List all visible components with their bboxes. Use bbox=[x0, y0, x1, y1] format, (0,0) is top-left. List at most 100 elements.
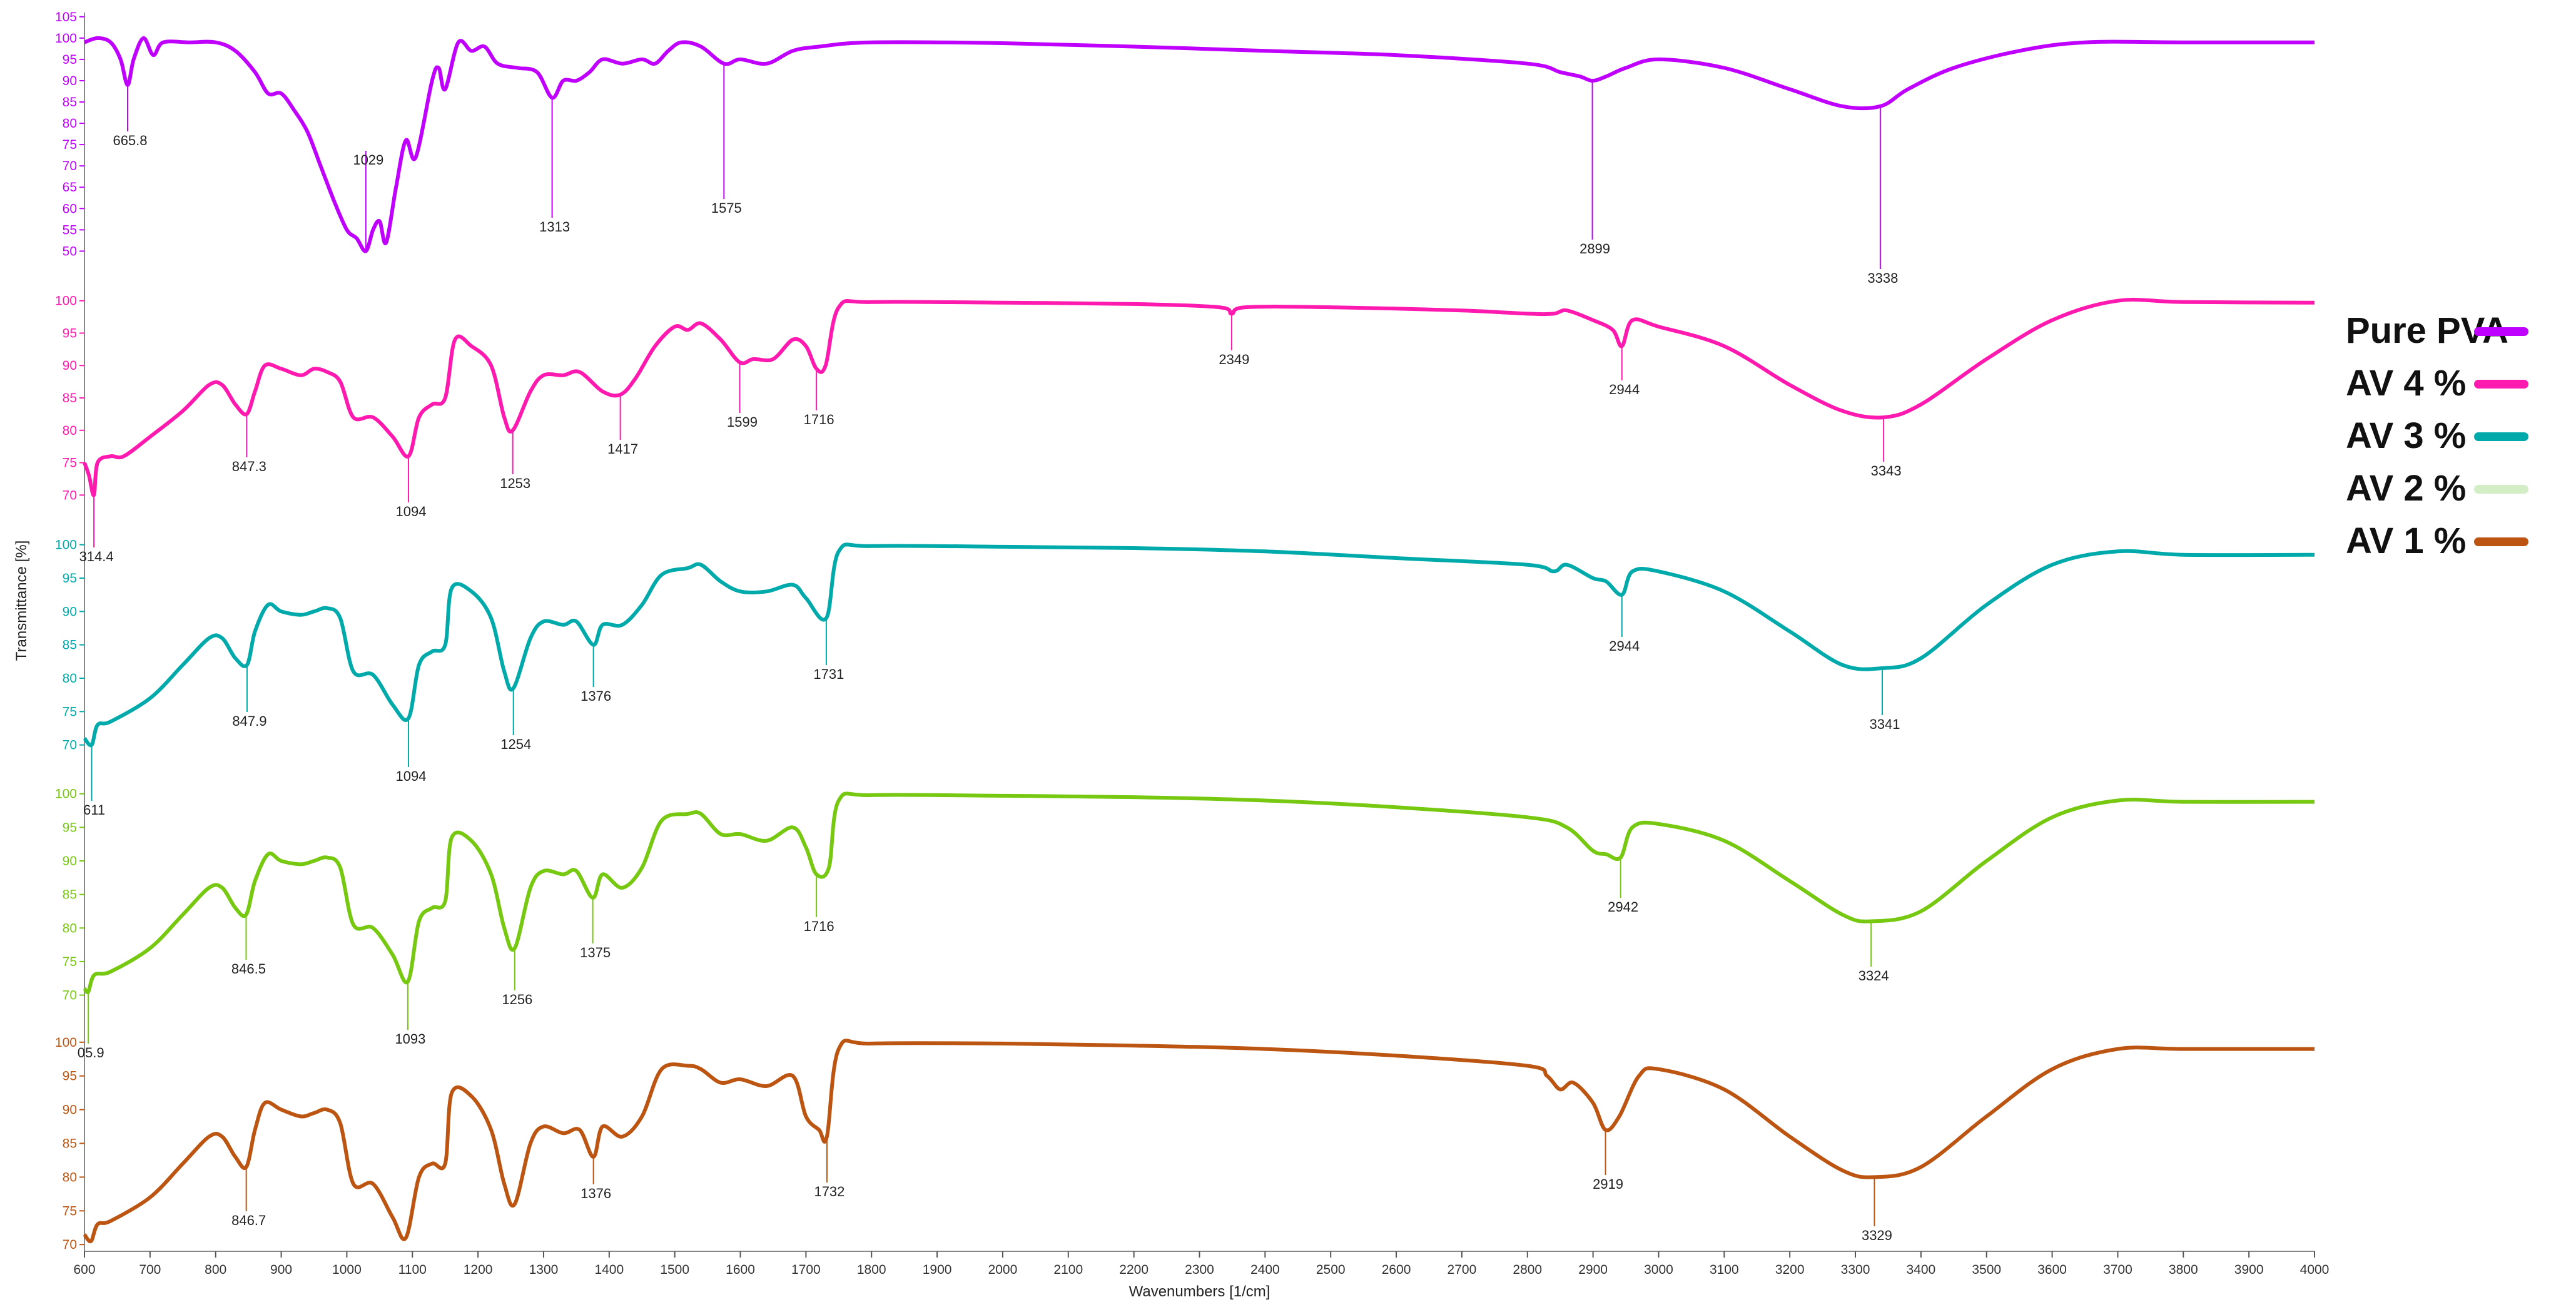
series-line bbox=[83, 542, 2315, 748]
y-tick-label: 80 bbox=[63, 424, 77, 438]
y-tick-label: 80 bbox=[63, 116, 77, 131]
y-tick-label: 85 bbox=[63, 391, 77, 405]
x-tick-label: 1800 bbox=[857, 1263, 886, 1277]
x-tick-label: 3300 bbox=[1841, 1263, 1870, 1277]
x-tick-label: 1500 bbox=[660, 1263, 689, 1277]
peak-label: 1256 bbox=[502, 992, 532, 1007]
x-tick-label: 2400 bbox=[1250, 1263, 1280, 1277]
peak-label: 1093 bbox=[395, 1031, 425, 1047]
x-tick-label: 3000 bbox=[1644, 1263, 1673, 1277]
x-tick-label: 800 bbox=[205, 1263, 226, 1277]
y-tick-label: 90 bbox=[63, 1103, 77, 1117]
x-tick-label: 1900 bbox=[923, 1263, 952, 1277]
peak-label: 2349 bbox=[1219, 352, 1249, 367]
y-tick-label: 75 bbox=[63, 1204, 77, 1218]
peak-label: 1716 bbox=[804, 412, 834, 427]
x-tick-label: 1200 bbox=[464, 1263, 493, 1277]
peak-label: 1417 bbox=[607, 441, 638, 457]
y-tick-label: 85 bbox=[63, 95, 77, 109]
y-tick-label: 105 bbox=[55, 10, 77, 24]
series-3: 70 75 80 85 90 95 100 611 847.9 1094 1254 1376 1731 2… bbox=[55, 538, 2315, 818]
y-tick-label: 95 bbox=[63, 1069, 77, 1084]
x-tick-label: 1600 bbox=[726, 1263, 755, 1277]
y-tick-label: 70 bbox=[63, 989, 77, 1003]
y-tick-label: 75 bbox=[63, 456, 77, 470]
peak-label: 1094 bbox=[395, 504, 426, 519]
x-tick-label: 3200 bbox=[1775, 1263, 1805, 1277]
y-tick-label: 90 bbox=[63, 854, 77, 868]
x-tick-label: 2900 bbox=[1578, 1263, 1608, 1277]
peak-label: 1599 bbox=[727, 414, 758, 430]
x-tick-label: 2100 bbox=[1053, 1263, 1083, 1277]
peak-label: 1731 bbox=[813, 666, 844, 682]
peak-label: 847.9 bbox=[232, 713, 266, 729]
x-axis-title: Wavenumbers [1/cm] bbox=[1129, 1283, 1270, 1300]
peak-label: 2944 bbox=[1609, 638, 1640, 654]
y-tick-label: 100 bbox=[55, 31, 77, 46]
y-tick-label: 90 bbox=[63, 359, 77, 373]
peak-label: 314.4 bbox=[79, 549, 114, 564]
series-4: 70758085909510005.9846.51093125613751716… bbox=[55, 787, 2315, 1060]
x-tick-label: 3900 bbox=[2234, 1263, 2264, 1277]
peak-label: 05.9 bbox=[78, 1045, 104, 1060]
y-tick-label: 70 bbox=[63, 738, 77, 753]
y-tick-label: 70 bbox=[63, 488, 77, 502]
y-tick-label: 90 bbox=[63, 604, 77, 619]
series-1: 50 55 60 65 70 75 80 85 90 95 100 105 665.8 1029 1313 1… bbox=[55, 10, 2315, 286]
y-tick-label: 85 bbox=[63, 1137, 77, 1151]
y-tick-label: 95 bbox=[63, 326, 77, 340]
y-tick-label: 100 bbox=[55, 294, 77, 308]
x-tick-label: 600 bbox=[73, 1263, 95, 1277]
y-tick-label: 95 bbox=[63, 820, 77, 835]
peak-label: 611 bbox=[83, 802, 105, 818]
y-tick-label: 80 bbox=[63, 671, 77, 686]
y-tick-label: 65 bbox=[63, 180, 77, 195]
x-tick-label: 1700 bbox=[791, 1263, 821, 1277]
peak-label: 1254 bbox=[500, 736, 531, 752]
peak-label: 1313 bbox=[539, 219, 570, 235]
peak-label: 1575 bbox=[711, 200, 742, 216]
x-tick-label: 2700 bbox=[1448, 1263, 1477, 1277]
x-tick-label: 1100 bbox=[398, 1263, 427, 1277]
y-tick-label: 75 bbox=[63, 955, 77, 969]
y-tick-label: 50 bbox=[63, 244, 77, 258]
series-line bbox=[83, 297, 2315, 497]
x-tick-label: 900 bbox=[270, 1263, 292, 1277]
y-tick-label: 100 bbox=[55, 538, 77, 552]
peak-label: 1253 bbox=[500, 475, 530, 491]
peak-label: 3341 bbox=[1870, 716, 1900, 732]
x-tick-label: 2800 bbox=[1513, 1263, 1542, 1277]
legend-label: AV 4 % bbox=[2346, 363, 2466, 404]
series-line bbox=[83, 36, 2315, 253]
x-tick-label: 3800 bbox=[2169, 1263, 2198, 1277]
y-tick-label: 90 bbox=[63, 74, 77, 88]
peak-label: 3343 bbox=[1871, 463, 1902, 479]
y-tick-label: 80 bbox=[63, 1170, 77, 1184]
peak-label: 2944 bbox=[1609, 382, 1640, 397]
legend-label: AV 1 % bbox=[2346, 521, 2466, 561]
y-tick-label: 75 bbox=[63, 704, 77, 719]
peak-label: 3338 bbox=[1867, 270, 1898, 286]
x-tick-label: 2000 bbox=[988, 1263, 1018, 1277]
x-tick-label: 700 bbox=[139, 1263, 161, 1277]
peak-label: 2942 bbox=[1608, 899, 1638, 915]
x-tick-label: 3400 bbox=[1907, 1263, 1936, 1277]
y-tick-label: 75 bbox=[63, 138, 77, 152]
peak-label: 1375 bbox=[580, 945, 611, 960]
peak-label: 3324 bbox=[1858, 968, 1889, 984]
y-tick-label: 85 bbox=[63, 888, 77, 902]
y-tick-label: 95 bbox=[63, 571, 77, 586]
x-tick-label: 1400 bbox=[594, 1263, 624, 1277]
x-tick-label: 2300 bbox=[1185, 1263, 1214, 1277]
peak-label: 1732 bbox=[814, 1184, 844, 1199]
legend-label: AV 2 % bbox=[2346, 468, 2466, 509]
x-tick-label: 2200 bbox=[1119, 1263, 1149, 1277]
y-axis-title: Transmittance [%] bbox=[13, 541, 30, 661]
y-tick-label: 80 bbox=[63, 921, 77, 935]
peak-label: 1376 bbox=[581, 1186, 611, 1201]
series-5: 70 75 80 85 90 95 100 846.7 1376 1732 2919 3329 bbox=[55, 1035, 2315, 1252]
peak-label: 3329 bbox=[1862, 1228, 1892, 1243]
